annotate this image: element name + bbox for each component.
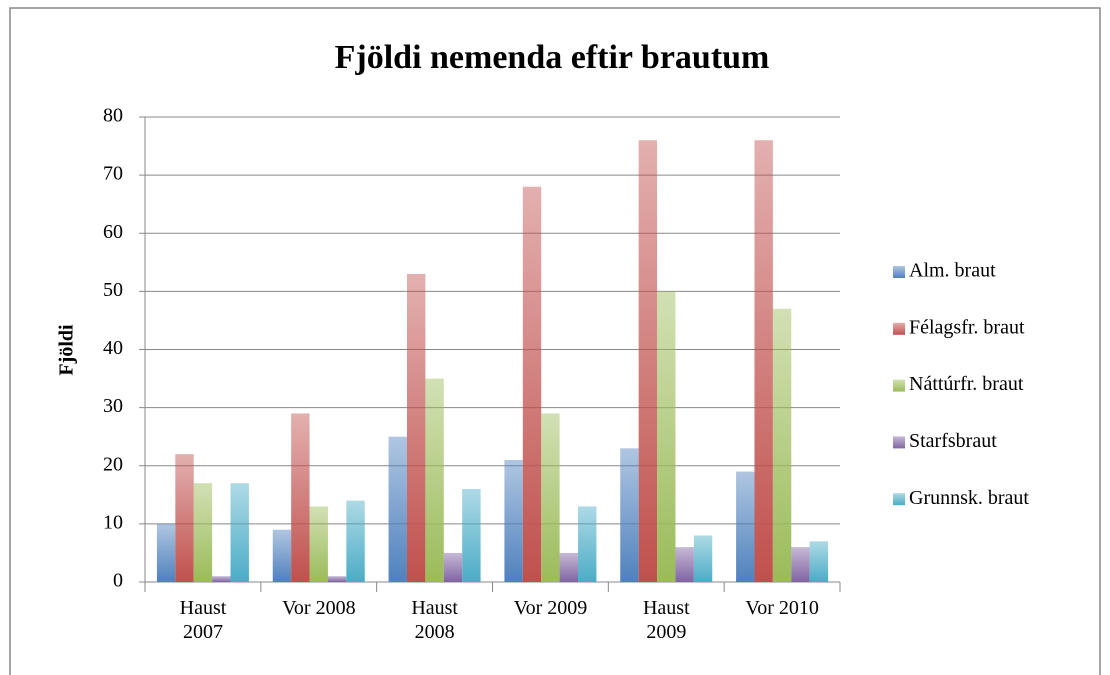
bar <box>559 552 579 582</box>
legend-swatch <box>893 266 905 278</box>
bar <box>657 291 676 582</box>
x-tick-label: Vor 2010 <box>745 597 819 619</box>
bar <box>736 471 755 582</box>
y-axis-label: Fjöldi <box>56 324 78 376</box>
y-tick-label: 40 <box>103 337 123 359</box>
bar <box>406 273 426 582</box>
bar <box>193 483 213 582</box>
bar <box>522 186 542 582</box>
bar <box>620 448 639 582</box>
y-tick-label: 0 <box>113 570 123 592</box>
legend-swatch <box>893 322 905 335</box>
bar <box>675 547 694 582</box>
legend-swatch <box>893 436 905 449</box>
bar <box>791 547 810 582</box>
y-tick-label: 60 <box>103 221 123 243</box>
y-tick-label: 80 <box>103 105 123 127</box>
bar <box>504 459 523 582</box>
bar <box>772 308 792 582</box>
bar <box>291 413 310 582</box>
x-tick-label: Vor 2009 <box>513 597 588 619</box>
bar <box>175 454 194 582</box>
chart-title: Fjöldi nemenda eftir brautum <box>335 39 770 76</box>
bar <box>156 523 176 582</box>
legend-label: Alm. braut <box>909 260 996 282</box>
y-tick-label: 50 <box>103 279 123 301</box>
legend-label: Starfsbraut <box>909 430 997 452</box>
bar <box>541 413 560 582</box>
bar <box>425 378 444 582</box>
bar <box>388 436 407 582</box>
bar <box>272 529 292 582</box>
x-tick-label: Haust 2008 <box>411 597 458 643</box>
legend-label: Félagsfr. braut <box>909 316 1025 338</box>
bar <box>346 500 365 582</box>
x-tick-label: Haust 2007 <box>179 597 227 643</box>
bar <box>809 541 829 582</box>
x-tick-label: Haust 2009 <box>642 597 690 643</box>
bar <box>443 552 463 582</box>
y-tick-label: 20 <box>103 453 123 475</box>
legend-label: Grunnsk. braut <box>909 487 1029 509</box>
chart-border <box>9 7 1101 675</box>
bar <box>327 576 347 582</box>
bar <box>693 535 713 582</box>
y-tick-label: 30 <box>103 395 123 417</box>
y-tick-label: 10 <box>103 511 123 533</box>
bar <box>212 576 231 582</box>
y-tick-label: 70 <box>103 163 123 185</box>
bar <box>638 140 658 582</box>
legend-label: Náttúrfr. braut <box>909 373 1024 395</box>
legend-swatch <box>893 379 905 392</box>
legend-swatch <box>893 493 905 506</box>
bar <box>754 140 773 582</box>
x-tick-label: Vor 2008 <box>282 597 356 619</box>
bar <box>578 506 597 582</box>
bar <box>462 489 481 582</box>
bar <box>309 506 328 582</box>
bar <box>230 483 249 582</box>
